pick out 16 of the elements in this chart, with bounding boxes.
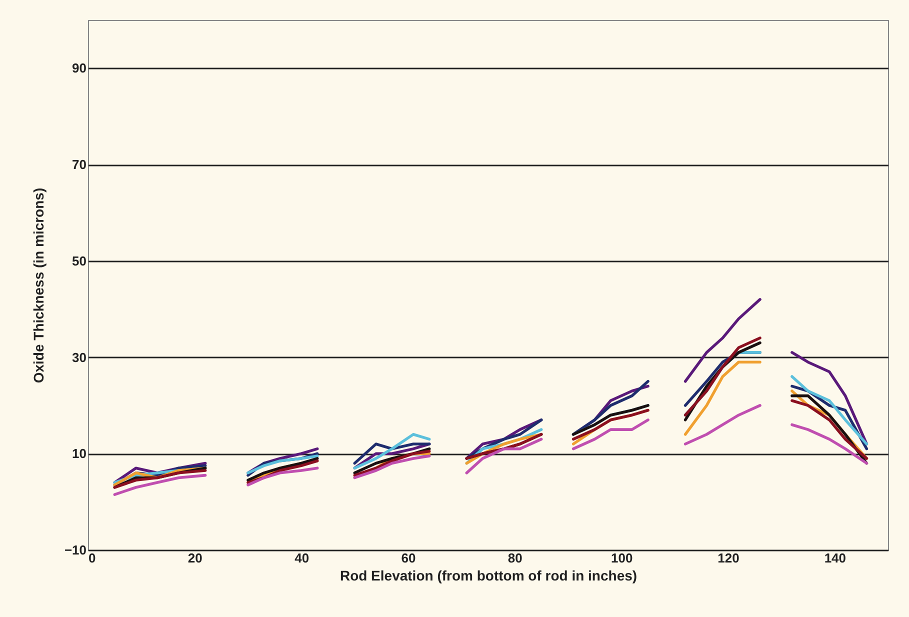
y-tick-label: 50	[72, 253, 86, 268]
x-axis-title: Rod Elevation (from bottom of rod in inches)	[340, 568, 638, 584]
x-tick-label: 100	[610, 550, 633, 566]
x-tick-label: 80	[508, 550, 522, 566]
y-tick-label: −10	[64, 542, 86, 558]
x-tick-label: 20	[188, 550, 202, 566]
y-axis-title: Oxide Thickness (in microns)	[30, 188, 46, 384]
y-tick-label: 70	[72, 157, 86, 172]
y-tick-label: 90	[72, 60, 86, 76]
x-tick-label: 40	[294, 550, 310, 566]
y-tick-label: 30	[72, 350, 86, 365]
x-tick-label: 120	[718, 550, 740, 566]
x-tick-label: 140	[824, 550, 846, 566]
x-tick-label: 60	[401, 550, 416, 566]
y-tick-label: 10	[72, 446, 86, 462]
x-tick-label: 0	[88, 550, 96, 566]
